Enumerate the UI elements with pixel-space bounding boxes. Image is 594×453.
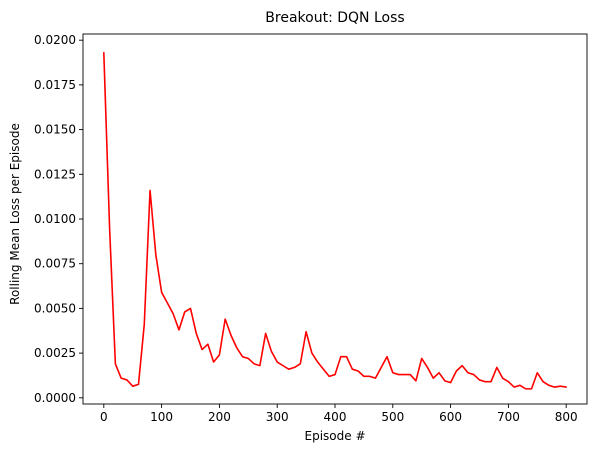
x-tick-label: 0 [100,410,108,424]
x-tick-label: 200 [208,410,231,424]
x-tick-label: 700 [497,410,520,424]
chart-title: Breakout: DQN Loss [265,10,404,26]
y-tick-label: 0.0025 [34,346,76,360]
y-axis-ticks: 0.0000 0.0025 0.0050 0.0075 0.0100 0.0125 0.01… [34,33,83,405]
y-tick-label: 0.0200 [34,33,76,47]
loss-series-line [103,51,567,390]
y-tick-label: 0.0175 [34,78,76,92]
y-tick-label: 0.0075 [34,257,76,271]
y-tick-label: 0.0150 [34,123,76,137]
y-tick-label: 0.0100 [34,212,76,226]
y-tick-label: 0.0125 [34,167,76,181]
x-tick-label: 400 [324,410,347,424]
x-axis-label: Episode # [305,429,366,443]
plot-frame [82,33,588,405]
x-tick-label: 600 [439,410,462,424]
x-tick-label: 500 [381,410,404,424]
plot-area [103,51,567,390]
y-tick-label: 0.0000 [34,391,76,405]
x-tick-label: 800 [555,410,578,424]
x-tick-label: 100 [150,410,173,424]
y-axis-label: Rolling Mean Loss per Episode [8,123,22,305]
x-tick-label: 300 [266,410,289,424]
y-tick-label: 0.0050 [34,301,76,315]
x-axis-ticks: 0 100 200 300 400 500 600 700 800 [100,404,578,424]
